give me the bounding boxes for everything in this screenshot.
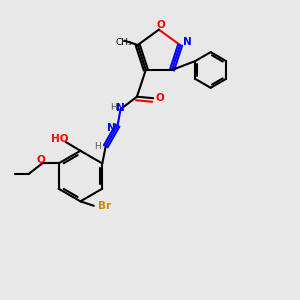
Text: O: O	[155, 93, 164, 103]
Text: H: H	[110, 103, 116, 112]
Text: Br: Br	[98, 201, 111, 211]
Text: HO: HO	[52, 134, 69, 144]
Text: N: N	[116, 103, 124, 113]
Text: O: O	[36, 155, 45, 165]
Text: CH₃: CH₃	[115, 38, 132, 46]
Text: H: H	[94, 142, 101, 151]
Text: N: N	[107, 123, 116, 133]
Text: N: N	[183, 37, 192, 47]
Text: O: O	[156, 20, 165, 30]
